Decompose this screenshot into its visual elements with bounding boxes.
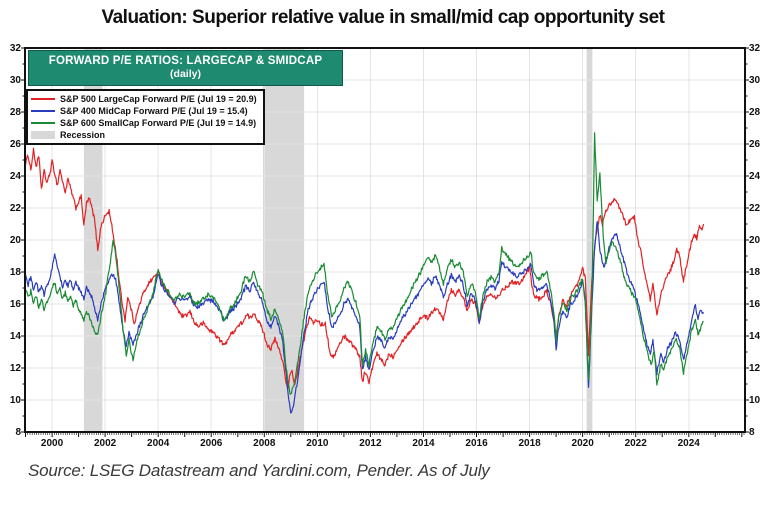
recession-swatch-icon <box>31 131 55 139</box>
series-line-sp400-midcap <box>24 220 705 414</box>
chart-header-title: FORWARD P/E RATIOS: LARGECAP & SMIDCAP <box>48 55 323 67</box>
legend-item-sp500: S&P 500 LargeCap Forward P/E (Jul 19 = 2… <box>31 93 257 105</box>
page-title: Valuation: Superior relative value in sm… <box>101 7 665 28</box>
legend-item-sp400: S&P 400 MidCap Forward P/E (Jul 19 = 15.… <box>31 105 257 117</box>
legend-item-recession: Recession <box>31 129 257 141</box>
legend-label-sp400: S&P 400 MidCap Forward P/E (Jul 19 = 15.… <box>60 106 248 116</box>
sp600-line-swatch-icon <box>31 122 55 124</box>
legend-label-sp500: S&P 500 LargeCap Forward P/E (Jul 19 = 2… <box>60 94 257 104</box>
sp500-line-swatch-icon <box>31 98 55 100</box>
chart-header-box: FORWARD P/E RATIOS: LARGECAP & SMIDCAP (… <box>28 50 343 86</box>
chart-header-subtitle: (daily) <box>170 68 201 80</box>
source-note: Source: LSEG Datastream and Yardini.com,… <box>28 461 490 480</box>
series-line-sp600-smallcap <box>25 132 704 395</box>
legend-label-recession: Recession <box>60 130 106 140</box>
legend-label-sp600: S&P 600 SmallCap Forward P/E (Jul 19 = 1… <box>60 118 257 128</box>
legend: S&P 500 LargeCap Forward P/E (Jul 19 = 2… <box>26 89 265 145</box>
series-line-sp500-largecap <box>24 147 705 390</box>
legend-item-sp600: S&P 600 SmallCap Forward P/E (Jul 19 = 1… <box>31 117 257 129</box>
sp400-line-swatch-icon <box>31 110 55 112</box>
